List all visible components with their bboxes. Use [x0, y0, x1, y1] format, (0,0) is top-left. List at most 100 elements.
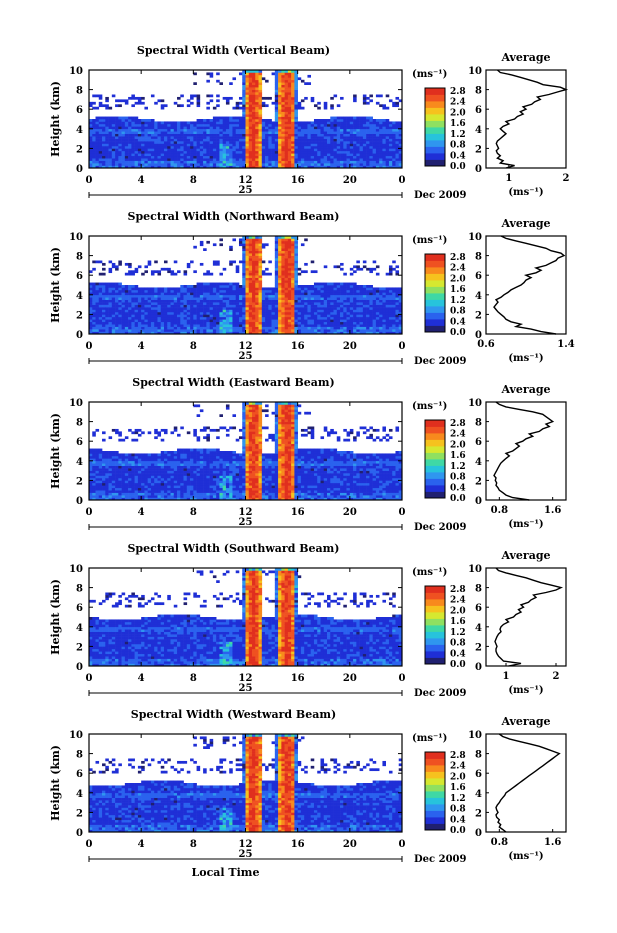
heatmap-cell	[288, 87, 292, 90]
heatmap-cell	[324, 287, 328, 290]
heatmap-cell	[236, 141, 240, 144]
heatmap-cell	[187, 148, 191, 151]
heatmap-cell	[278, 156, 282, 159]
heatmap-cell	[200, 163, 204, 166]
heatmap-cell	[184, 124, 188, 127]
heatmap-cell	[337, 104, 341, 107]
heatmap-cell	[369, 144, 373, 147]
heatmap-cell	[96, 144, 100, 147]
heatmap-cell	[206, 287, 210, 290]
heatmap-cell	[392, 148, 396, 151]
heatmap-cell	[184, 324, 188, 327]
heatmap-cell	[141, 287, 145, 290]
heatmap-cell	[281, 158, 285, 161]
heatmap-cell	[125, 148, 129, 151]
heatmap-cell	[268, 297, 272, 300]
heatmap-cell	[246, 248, 250, 251]
heatmap-cell	[197, 126, 201, 129]
heatmap-cell	[122, 99, 126, 102]
colorbar-segment	[425, 287, 445, 294]
heatmap-cell	[232, 285, 236, 288]
heatmap-cell	[307, 141, 311, 144]
heatmap-cell	[366, 146, 370, 149]
heatmap-cell	[265, 327, 269, 330]
heatmap-cell	[285, 124, 289, 127]
heatmap-cell	[285, 287, 289, 290]
heatmap-cell	[262, 141, 266, 144]
heatmap-cell	[320, 126, 324, 129]
heatmap-cell	[314, 131, 318, 134]
heatmap-cell	[252, 280, 256, 283]
heatmap-cell	[109, 297, 113, 300]
heatmap-cell	[389, 290, 393, 293]
heatmap-cell	[366, 158, 370, 161]
heatmap-cell	[216, 307, 220, 310]
heatmap-cell	[395, 270, 399, 273]
heatmap-cell	[249, 278, 253, 281]
heatmap-cell	[203, 290, 207, 293]
heatmap-cell	[291, 295, 295, 298]
heatmap-cell	[275, 99, 279, 102]
heatmap-cell	[239, 124, 243, 127]
heatmap-cell	[304, 139, 308, 142]
heatmap-cell	[324, 141, 328, 144]
heatmap-cell	[148, 161, 152, 164]
heatmap-cell	[105, 144, 109, 147]
heatmap-cell	[102, 144, 106, 147]
heatmap-cell	[337, 153, 341, 156]
heatmap-cell	[311, 163, 315, 166]
heatmap-cell	[187, 317, 191, 320]
heatmap-cell	[102, 292, 106, 295]
heatmap-cell	[167, 139, 171, 142]
heatmap-cell	[337, 119, 341, 122]
heatmap-cell	[249, 248, 253, 251]
heatmap-cell	[324, 144, 328, 147]
heatmap-cell	[190, 307, 194, 310]
heatmap-cell	[157, 322, 161, 325]
heatmap-cell	[298, 126, 302, 129]
heatmap-cell	[281, 243, 285, 246]
heatmap-cell	[154, 151, 158, 154]
heatmap-cell	[125, 324, 129, 327]
heatmap-cell	[304, 134, 308, 137]
heatmap-cell	[317, 146, 321, 149]
heatmap-cell	[131, 146, 135, 149]
heatmap-cell	[164, 148, 168, 151]
heatmap-cell	[291, 144, 295, 147]
heatmap-cell	[242, 102, 246, 105]
heatmap-cell	[389, 305, 393, 308]
heatmap-cell	[343, 324, 347, 327]
heatmap-cell	[379, 327, 383, 330]
heatmap-cell	[105, 329, 109, 332]
heatmap-cell	[350, 163, 354, 166]
heatmap-cell	[291, 273, 295, 276]
heatmap-cell	[96, 453, 100, 456]
heatmap-cell	[92, 124, 96, 127]
heatmap-cell	[171, 131, 175, 134]
heatmap-cell	[252, 153, 256, 156]
heatmap-cell	[131, 144, 135, 147]
heatmap-cell	[255, 297, 259, 300]
heatmap-cell	[395, 163, 399, 166]
heatmap-cell	[190, 305, 194, 308]
heatmap-cell	[206, 139, 210, 142]
heatmap-cell	[288, 275, 292, 278]
day-label: 25	[239, 351, 253, 362]
heatmap-cell	[249, 82, 253, 85]
heatmap-cell	[288, 126, 292, 129]
heatmap-cell	[171, 322, 175, 325]
heatmap-cell	[128, 305, 132, 308]
heatmap-cell	[307, 297, 311, 300]
heatmap-cell	[275, 265, 279, 268]
heatmap-cell	[242, 253, 246, 256]
heatmap-cell	[141, 295, 145, 298]
heatmap-cell	[210, 95, 214, 98]
heatmap-cell	[278, 253, 282, 256]
heatmap-cell	[135, 134, 139, 137]
heatmap-cell	[314, 129, 318, 132]
heatmap-cell	[138, 317, 142, 320]
heatmap-cell	[157, 144, 161, 147]
heatmap-cell	[366, 124, 370, 127]
heatmap-cell	[99, 95, 103, 98]
heatmap-cell	[232, 307, 236, 310]
